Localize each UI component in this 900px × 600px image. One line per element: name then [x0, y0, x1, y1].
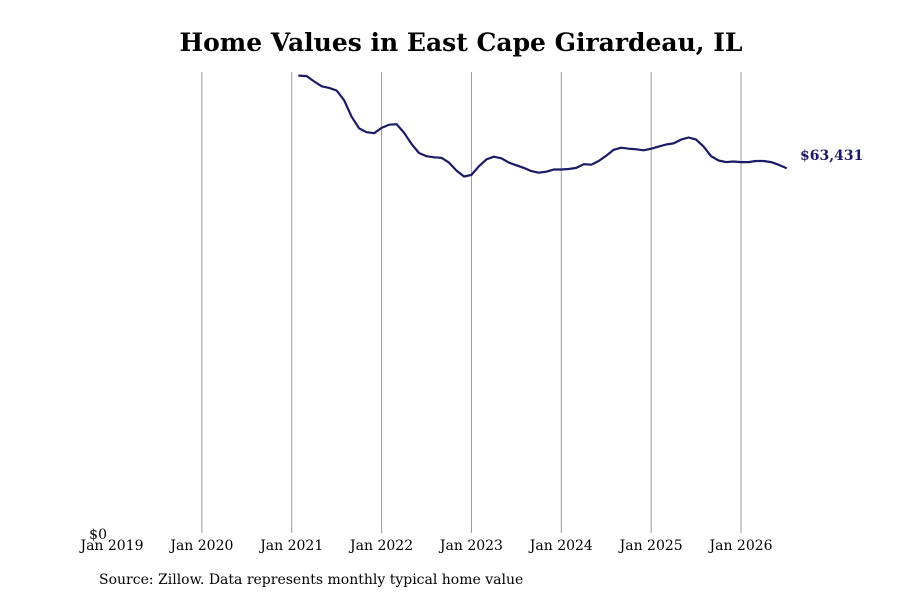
- x-tick-label: Jan 2024: [528, 538, 593, 554]
- x-tick-label: Jan 2021: [258, 538, 323, 554]
- x-tick-label: Jan 2019: [78, 538, 143, 554]
- chart-title: Home Values in East Cape Girardeau, IL: [180, 28, 743, 57]
- x-tick-label: Jan 2023: [438, 538, 503, 554]
- x-tick-label: Jan 2020: [168, 538, 233, 554]
- x-tick-label: Jan 2022: [348, 538, 413, 554]
- y-axis: $0: [89, 527, 107, 543]
- source-note: Source: Zillow. Data represents monthly …: [99, 572, 524, 588]
- x-axis: Jan 2019 Jan 2020 Jan 2021 Jan 2022 Jan 2023…: [78, 538, 772, 554]
- x-tick-label: Jan 2026: [707, 538, 772, 554]
- grid-layer: [201, 72, 742, 533]
- y-tick-label: $0: [89, 527, 107, 543]
- home-value-line: [298, 74, 787, 178]
- end-value-label: $63,431: [800, 148, 863, 164]
- x-tick-label: Jan 2025: [618, 538, 683, 554]
